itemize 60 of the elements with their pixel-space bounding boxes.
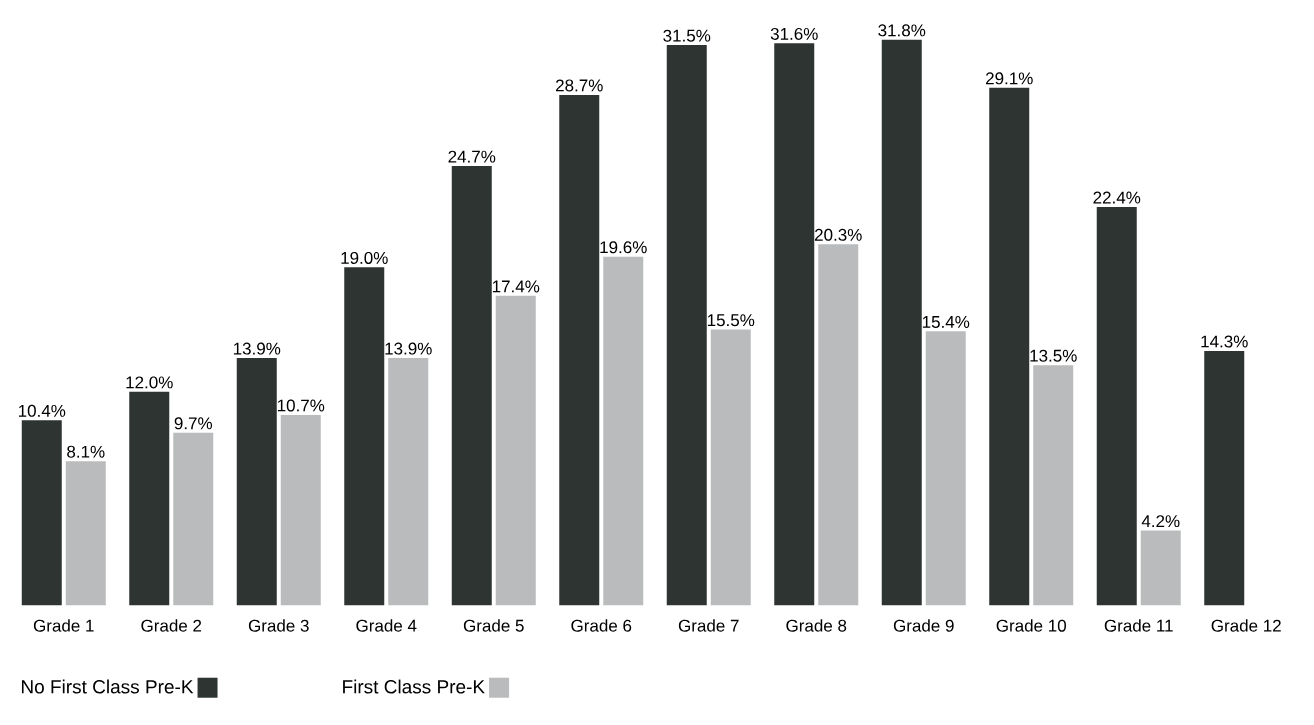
x-tick-label: Grade 5: [463, 619, 524, 632]
x-tick-label: Grade 8: [786, 619, 847, 632]
data-label: 10.7%: [277, 399, 325, 412]
bar: [344, 267, 385, 606]
data-label: 10.4%: [18, 404, 66, 417]
bar: [495, 295, 536, 606]
bar: [236, 357, 277, 606]
data-label: 28.7%: [556, 79, 603, 92]
bar: [1033, 365, 1074, 606]
bar: [173, 432, 214, 606]
x-tick-label: Grade 7: [678, 619, 739, 632]
data-label: 13.9%: [385, 342, 432, 355]
data-label: 31.8%: [878, 24, 926, 37]
bar: [1204, 350, 1245, 606]
bar: [881, 39, 922, 606]
bar: [451, 165, 492, 606]
x-tick-label: Grade 9: [893, 619, 954, 632]
legend-label: First Class Pre-K: [343, 679, 485, 694]
data-label: 31.5%: [663, 29, 711, 42]
x-tick-label: Grade 3: [248, 619, 309, 632]
data-label: 13.9%: [233, 342, 281, 355]
data-label: 19.6%: [600, 241, 647, 254]
bar: [603, 256, 644, 606]
data-label: 19.0%: [341, 251, 388, 264]
x-tick-label: Grade 1: [33, 619, 94, 632]
bar: [666, 45, 707, 606]
bar: [710, 329, 751, 606]
x-tick-label: Grade 12: [1211, 619, 1281, 632]
data-label: 15.5%: [707, 314, 755, 327]
data-label: 22.4%: [1093, 191, 1141, 204]
bar: [925, 331, 966, 606]
x-tick-label: Grade 11: [1104, 619, 1173, 632]
bar: [280, 414, 321, 606]
data-label: 12.0%: [126, 376, 173, 389]
data-label: 20.3%: [815, 228, 862, 241]
data-label: 31.6%: [770, 27, 818, 40]
data-label: 15.4%: [922, 315, 970, 328]
bar: [774, 43, 815, 606]
bar: [129, 391, 170, 606]
bar: [21, 420, 62, 606]
x-tick-label: Grade 6: [571, 619, 632, 632]
data-label: 13.5%: [1030, 349, 1077, 362]
x-tick-label: Grade 2: [141, 619, 202, 632]
x-tick-label: Grade 10: [996, 619, 1066, 632]
data-label: 14.3%: [1201, 335, 1248, 348]
bar: [818, 244, 859, 606]
bar: [388, 357, 429, 606]
data-label: 4.2%: [1141, 515, 1180, 528]
legend-label: No First Class Pre-K: [21, 679, 194, 694]
bar: [65, 461, 106, 606]
data-label: 8.1%: [67, 445, 105, 458]
bar: [1096, 206, 1137, 606]
data-label: 9.7%: [174, 417, 213, 430]
data-label: 29.1%: [985, 72, 1033, 85]
bar: [989, 87, 1030, 606]
bar: [1140, 530, 1181, 606]
data-label: 17.4%: [492, 280, 540, 293]
bar: [559, 94, 600, 606]
data-label: 24.7%: [448, 150, 496, 163]
x-tick-label: Grade 4: [356, 619, 417, 632]
